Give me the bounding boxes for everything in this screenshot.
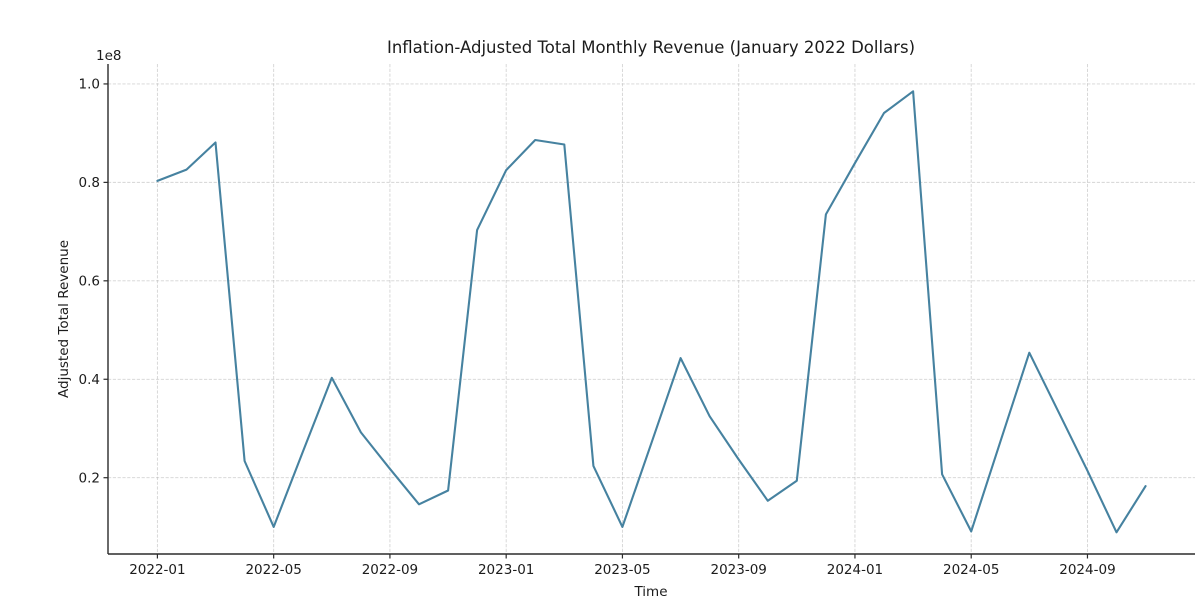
grid-layer bbox=[108, 64, 1195, 554]
data-layer bbox=[156, 90, 1147, 534]
x-axis-label: Time bbox=[633, 584, 667, 600]
x-tick-label: 2023-05 bbox=[594, 562, 650, 578]
x-tick-label: 2023-01 bbox=[478, 562, 534, 578]
x-tick-label: 2022-01 bbox=[129, 562, 185, 578]
x-tick-label: 2024-09 bbox=[1059, 562, 1115, 578]
y-tick-label: 0.2 bbox=[79, 470, 100, 486]
chart-title: Inflation-Adjusted Total Monthly Revenue… bbox=[387, 38, 915, 57]
y-tick-label: 0.6 bbox=[79, 274, 100, 290]
y-axis-label: Adjusted Total Revenue bbox=[56, 240, 72, 398]
y-axis-offset-label: 1e8 bbox=[96, 48, 121, 64]
x-tick-label: 2022-05 bbox=[245, 562, 301, 578]
y-tick-label: 0.4 bbox=[79, 372, 100, 388]
revenue-line bbox=[156, 90, 1147, 534]
x-tick-label: 2023-09 bbox=[710, 562, 766, 578]
x-tick-label: 2022-09 bbox=[362, 562, 418, 578]
y-tick-label: 0.8 bbox=[79, 175, 100, 191]
axis-layer: 2022-01 2022-05 2022-09 2023-01 2023-05 2023-… bbox=[79, 64, 1195, 578]
x-tick-label: 2024-05 bbox=[943, 562, 999, 578]
y-tick-label: 1.0 bbox=[79, 77, 100, 93]
x-tick-label: 2024-01 bbox=[827, 562, 883, 578]
